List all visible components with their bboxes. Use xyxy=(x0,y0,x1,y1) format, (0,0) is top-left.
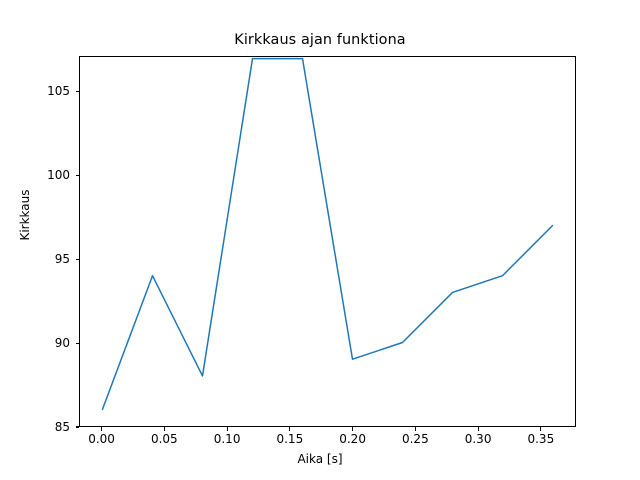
y-tick-label: 105 xyxy=(47,84,70,99)
data-line xyxy=(101,57,554,411)
x-tick-label: 0.15 xyxy=(276,432,304,446)
chart-title: Kirkkaus ajan funktiona xyxy=(234,32,406,48)
x-tick-label: 0.35 xyxy=(527,432,555,446)
x-tick-label: 0.00 xyxy=(88,432,115,446)
x-tick-label: 0.05 xyxy=(150,432,178,446)
x-tick-mark xyxy=(101,427,103,431)
x-tick-mark xyxy=(226,427,228,431)
x-tick-mark xyxy=(540,427,542,431)
y-tick-label: 90 xyxy=(54,336,70,351)
x-tick-label: 0.10 xyxy=(213,432,241,446)
x-tick-mark xyxy=(414,427,416,431)
y-tick-mark xyxy=(75,90,79,92)
x-tick-label: 0.25 xyxy=(401,432,429,446)
x-tick-mark xyxy=(163,427,165,431)
line-series-svg xyxy=(101,57,554,411)
y-tick-mark xyxy=(75,174,79,176)
x-tick-mark xyxy=(352,427,354,431)
x-tick-mark xyxy=(289,427,291,431)
y-tick-label: 95 xyxy=(54,252,70,267)
plot-axes xyxy=(79,56,576,427)
y-tick-label: 100 xyxy=(47,168,70,183)
x-tick-label: 0.20 xyxy=(339,432,366,446)
x-tick-mark xyxy=(477,427,479,431)
y-axis-label: Kirkkaus xyxy=(18,189,32,241)
y-tick-mark xyxy=(75,426,79,428)
x-axis-label: Aika [s] xyxy=(297,452,343,466)
y-tick-mark xyxy=(75,258,79,260)
y-tick-label: 85 xyxy=(54,420,70,434)
y-tick-mark xyxy=(75,342,79,344)
x-tick-label: 0.30 xyxy=(464,432,492,446)
